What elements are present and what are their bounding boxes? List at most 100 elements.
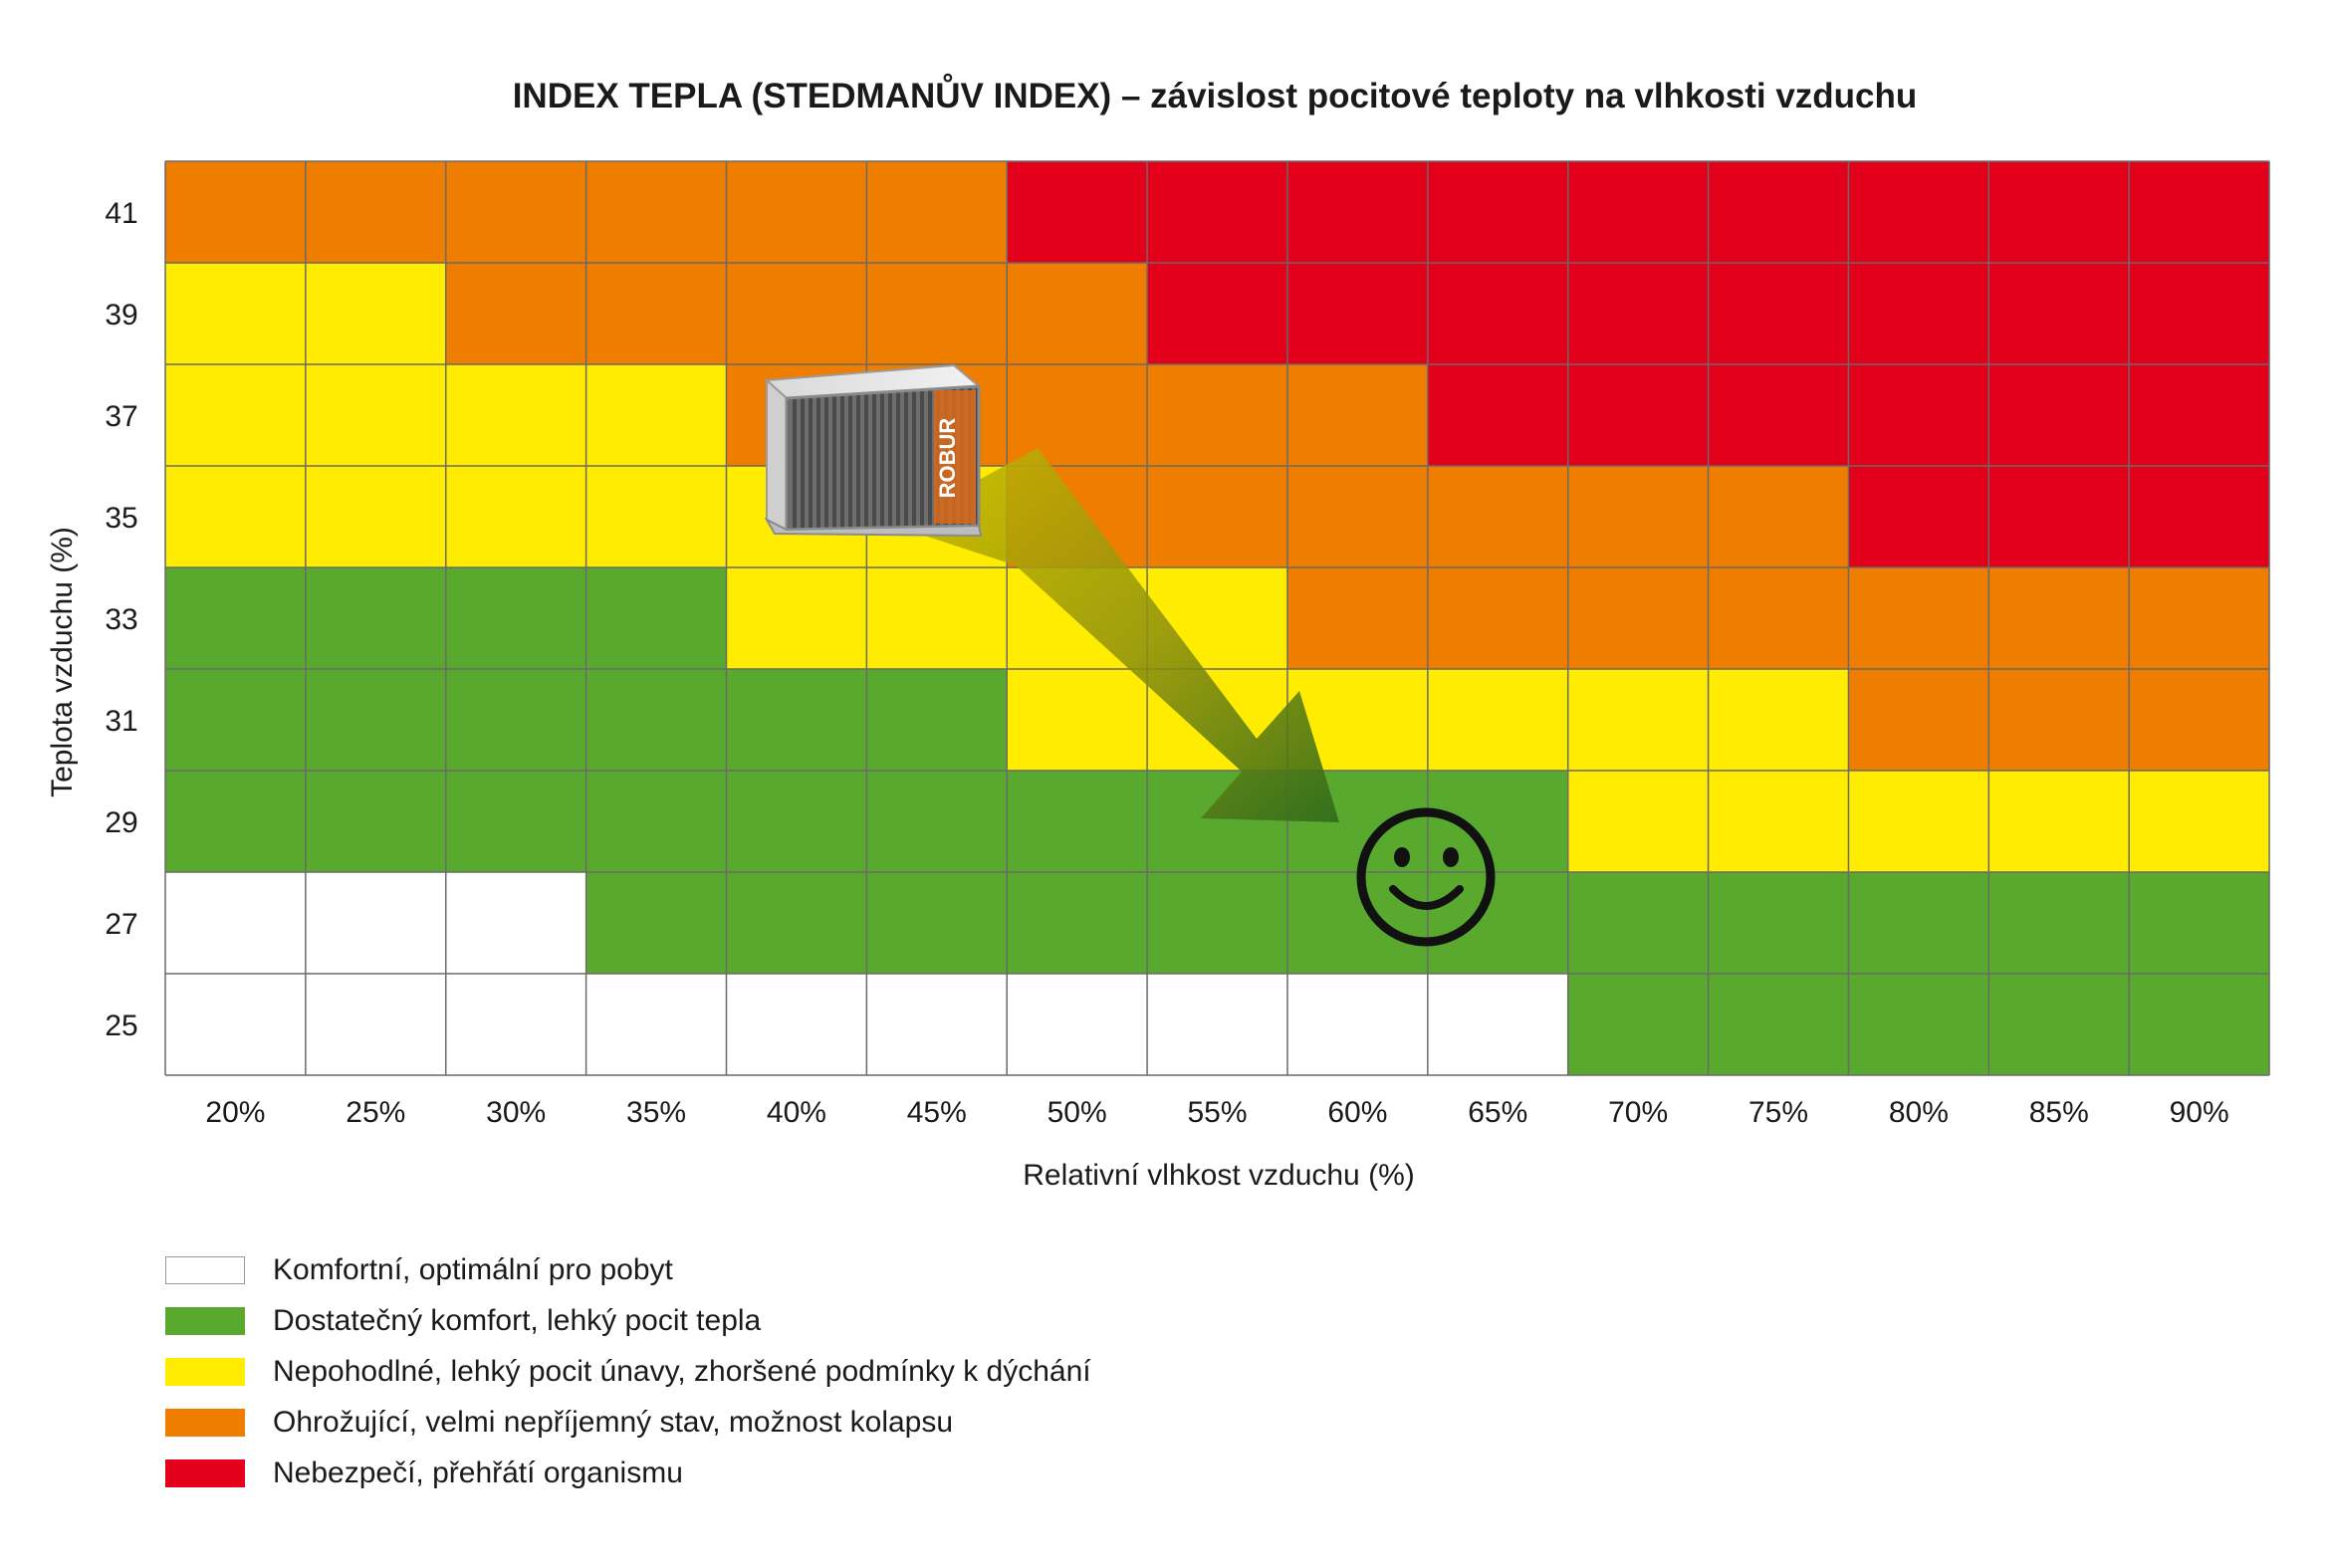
heatmap-cell: [726, 872, 867, 974]
legend-item-threatening: Ohrožující, velmi nepříjemný stav, možno…: [165, 1397, 1091, 1448]
heatmap-cell: [1988, 466, 2130, 567]
y-tick-label: 29: [105, 806, 137, 839]
heatmap-cell: [1567, 466, 1709, 567]
heatmap-cell: [1848, 567, 1989, 669]
heatmap-cell: [1286, 872, 1428, 974]
heatmap-cell: [585, 263, 727, 364]
heatmap-cell: [1427, 669, 1568, 771]
heatmap-cell: [1567, 263, 1709, 364]
x-tick-label: 35%: [626, 1096, 686, 1129]
heatmap-cell: [1708, 974, 1849, 1075]
heatmap-cell: [1427, 567, 1568, 669]
y-tick-label: 35: [105, 502, 137, 535]
legend-label: Dostatečný komfort, lehký pocit tepla: [273, 1303, 762, 1337]
y-tick-label: 27: [105, 908, 137, 941]
heatmap-cell: [1708, 466, 1849, 567]
heatmap-cell: [445, 974, 586, 1075]
heatmap-cell: [726, 263, 867, 364]
heatmap-cell: [1988, 567, 2130, 669]
heatmap-cell: [1427, 872, 1568, 974]
heatmap-cell: [1708, 364, 1849, 466]
heatmap-cell: [305, 669, 446, 771]
heatmap-cell: [305, 466, 446, 567]
heatmap-cell: [445, 466, 586, 567]
heatmap-cell: [1007, 872, 1148, 974]
heatmap-cell: [726, 669, 867, 771]
heatmap-cell: [726, 771, 867, 872]
heatmap-cell: [305, 263, 446, 364]
heatmap-cell: [2129, 669, 2270, 771]
heatmap-cell: [1147, 364, 1287, 466]
svg-text:ROBUR: ROBUR: [935, 418, 960, 499]
legend-swatch: [165, 1306, 245, 1335]
heatmap-cell: [1286, 974, 1428, 1075]
heatmap-cell: [726, 974, 867, 1075]
heatmap-cell: [445, 771, 586, 872]
heatmap-cell: [1708, 771, 1849, 872]
heatmap-cell: [585, 567, 727, 669]
heatmap-cell: [2129, 771, 2270, 872]
heatmap-cell: [866, 161, 1008, 263]
y-tick-label: 31: [105, 705, 137, 738]
y-tick-label: 37: [105, 400, 137, 433]
y-axis-label: Teplota vzduchu (%): [46, 527, 79, 797]
cooling-arrow: [894, 448, 1339, 822]
heatmap-cell: [305, 974, 446, 1075]
x-tick-label: 80%: [1889, 1096, 1949, 1129]
heatmap-cell: [866, 669, 1008, 771]
heatmap-cell: [165, 161, 306, 263]
heatmap-cell: [1427, 161, 1568, 263]
heatmap-cell: [1708, 567, 1849, 669]
heatmap-cell: [1286, 364, 1428, 466]
heatmap-cell: [305, 364, 446, 466]
x-tick-label: 60%: [1327, 1096, 1387, 1129]
heatmap-cell: [1848, 466, 1989, 567]
heatmap-cell: [1988, 669, 2130, 771]
heatmap-cell: [445, 872, 586, 974]
heatmap-cell: [1988, 771, 2130, 872]
legend-label: Komfortní, optimální pro pobyt: [273, 1252, 673, 1286]
heatmap-cell: [165, 669, 306, 771]
heatmap-cell: [1567, 161, 1709, 263]
heatmap-cell: [165, 872, 306, 974]
x-tick-label: 55%: [1188, 1096, 1248, 1129]
heatmap-cell: [1007, 771, 1148, 872]
y-tick-label: 33: [105, 603, 137, 636]
x-tick-label: 75%: [1748, 1096, 1808, 1129]
air-cooler-icon: ROBUR: [764, 363, 983, 538]
legend-swatch: [165, 1255, 245, 1284]
heatmap-cell: [585, 974, 727, 1075]
heatmap-cell: [2129, 466, 2270, 567]
legend-label: Nebezpečí, přehřátí organismu: [273, 1456, 683, 1489]
heatmap-cell: [1848, 161, 1989, 263]
heatmap-cell: [1567, 364, 1709, 466]
heatmap-cell: [165, 364, 306, 466]
heatmap-cell: [445, 161, 586, 263]
heatmap-cell: [1988, 872, 2130, 974]
x-tick-label: 90%: [2170, 1096, 2229, 1129]
heatmap-cell: [866, 974, 1008, 1075]
heatmap-cell: [305, 872, 446, 974]
heatmap-cell: [1708, 161, 1849, 263]
chart-title: INDEX TEPLA (STEDMANŮV INDEX) – závislos…: [513, 73, 1918, 115]
heatmap-cell: [305, 771, 446, 872]
legend-swatch: [165, 1357, 245, 1386]
heatmap-cell: [1708, 872, 1849, 974]
heatmap-cell: [866, 263, 1008, 364]
heatmap-cell: [445, 263, 586, 364]
heatmap-cell: [585, 364, 727, 466]
x-tick-label: 40%: [767, 1096, 826, 1129]
heatmap-cell: [1007, 161, 1148, 263]
legend-item-comfortable: Komfortní, optimální pro pobyt: [165, 1244, 1091, 1295]
legend-item-uncomfortable: Nepohodlné, lehký pocit únavy, zhoršené …: [165, 1346, 1091, 1397]
heatmap-cell: [2129, 974, 2270, 1075]
heatmap-cell: [1427, 974, 1568, 1075]
smiley-icon: [1356, 807, 1496, 947]
heatmap-cell: [1286, 263, 1428, 364]
heatmap-cell: [1147, 263, 1287, 364]
heatmap-cell: [1567, 669, 1709, 771]
heatmap-cell: [445, 364, 586, 466]
heatmap-cell: [1007, 364, 1148, 466]
heatmap-cell: [1286, 567, 1428, 669]
heatmap-cell: [866, 771, 1008, 872]
